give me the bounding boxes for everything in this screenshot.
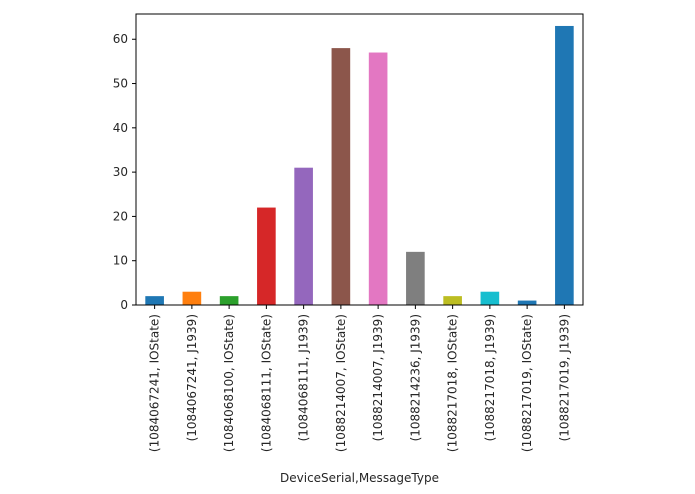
x-tick-label-4: (1084068111, J1939) [297,314,311,441]
y-tick-label-20: 20 [113,209,128,223]
y-tick-label-60: 60 [113,32,128,46]
x-tick-label-6: (1088214007, J1939) [371,314,385,441]
x-tick-label-3: (1084068111, IOState) [259,314,273,452]
x-tick-label-0: (1084067241, IOState) [148,314,162,452]
x-tick-label-5: (1088214007, IOState) [334,314,348,452]
bar-2 [219,296,239,305]
bar-5 [331,48,351,306]
y-tick-label-10: 10 [113,254,128,268]
x-tick-label-2: (1084068100, IOState) [222,314,236,452]
bar-4 [294,167,313,305]
bar-8 [443,296,462,305]
bar-0 [145,296,164,305]
bar-9 [480,291,500,305]
plot-frame [135,13,584,306]
x-tick-label-1: (1084067241, J1939) [185,314,199,441]
bar-6 [368,52,388,305]
x-tick-label-10: (1088217019, IOState) [520,314,534,452]
x-tick-label-11: (1088217019, J1939) [557,314,571,441]
bar-1 [182,291,202,305]
bar-3 [257,207,276,305]
x-tick-label-8: (1088217018, IOState) [446,314,460,452]
y-tick-label-30: 30 [113,165,128,179]
bar-10 [517,300,537,305]
y-tick-label-50: 50 [113,77,128,91]
y-tick-label-40: 40 [113,121,128,135]
y-axis: 0 10 20 30 40 50 60 [113,32,136,312]
bar-7 [406,251,425,305]
x-tick-label-7: (1088214236, J1939) [408,314,422,441]
bars-group [145,25,574,306]
bar-11 [555,25,574,306]
x-tick-label-9: (1088217018, J1939) [483,314,497,441]
x-axis: (1084067241, IOState) (1084067241, J1939)… [148,305,571,452]
x-axis-title: DeviceSerial,MessageType [280,471,439,485]
y-tick-label-0: 0 [120,298,128,312]
